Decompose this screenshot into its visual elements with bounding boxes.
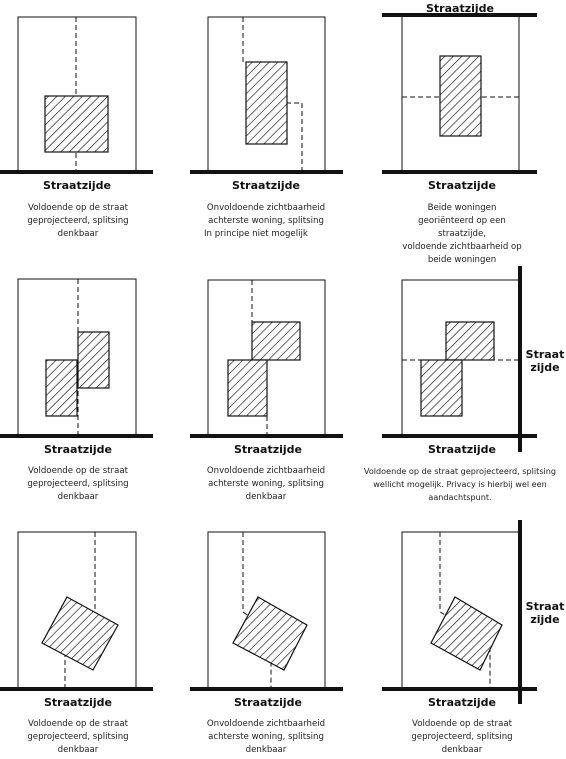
caption-r1c3: Beide woningen georiënteerd op een straa…	[402, 203, 522, 265]
street-label: Straatzijde	[232, 179, 300, 192]
panel-r2c1: Straatzijde	[0, 278, 153, 456]
side-street-label-2: zijde	[530, 361, 559, 374]
caption-r3c2: Onvoldoende zichtbaarheid achterste woni…	[206, 719, 326, 755]
house-block-front	[45, 359, 78, 417]
street-label: Straatzijde	[428, 696, 496, 709]
caption-r2c1: Voldoende op de straat geprojecteerd, sp…	[27, 466, 129, 502]
street-label-top: Straatzijde	[426, 2, 494, 15]
side-street-label-1: Straat	[526, 348, 565, 361]
house-block	[430, 596, 503, 671]
house-block-rear	[251, 321, 301, 361]
house-block-front	[227, 359, 268, 417]
caption-r1c1: Voldoende op de straat geprojecteerd, sp…	[27, 203, 129, 239]
house-block	[232, 596, 308, 671]
side-street-label-1: Straat	[526, 600, 565, 613]
side-street-label-2: zijde	[530, 613, 559, 626]
house-block-rear	[77, 331, 110, 389]
street-label: Straatzijde	[43, 179, 111, 192]
panel-r1c3: Straatzijde Straatzijde	[382, 2, 537, 192]
street-label: Straatzijde	[234, 696, 302, 709]
caption-r3c3: Voldoende op de straat geprojecteerd, sp…	[411, 719, 513, 755]
house-block	[245, 61, 288, 145]
caption-r2c2: Onvoldoende zichtbaarheid achterste woni…	[206, 466, 326, 502]
house-block-rear	[445, 321, 495, 361]
caption-r1c2: Onvoldoende zichtbaarheid achterste woni…	[204, 203, 326, 239]
caption-r2c3: Voldoende op de straat geprojecteerd, sp…	[363, 466, 557, 502]
panel-r3c2: Straatzijde	[190, 531, 343, 709]
panel-r2c2: Straatzijde	[190, 279, 343, 456]
street-label: Straatzijde	[428, 443, 496, 456]
house-block	[41, 596, 119, 671]
street-label: Straatzijde	[234, 443, 302, 456]
caption-r3c1: Voldoende op de straat geprojecteerd, sp…	[27, 719, 129, 755]
panel-r3c3: Straatzijde Straat zijde	[382, 520, 564, 709]
panel-r2c3: Straatzijde Straat zijde	[382, 266, 564, 456]
street-label: Straatzijde	[44, 443, 112, 456]
house-block	[439, 55, 482, 137]
panel-r1c2: Straatzijde	[190, 16, 343, 192]
street-label: Straatzijde	[44, 696, 112, 709]
house-block-front	[420, 359, 463, 417]
panel-r3c1: Straatzijde	[0, 531, 153, 709]
panel-r1c1: Straatzijde	[0, 16, 153, 192]
street-label: Straatzijde	[428, 179, 496, 192]
house-block	[44, 95, 109, 153]
